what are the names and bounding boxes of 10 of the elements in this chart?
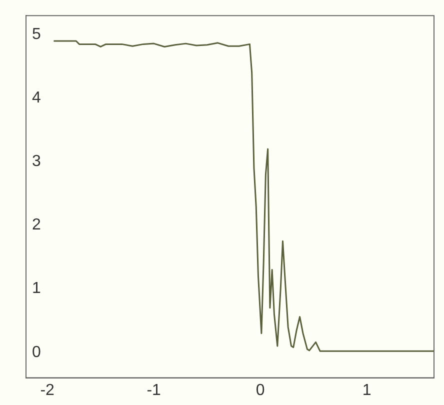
y-tick-label: 4 [32, 90, 41, 107]
y-tick-label: 3 [32, 153, 41, 170]
y-tick-label: 1 [32, 280, 41, 298]
x-tick-label: 1 [362, 382, 372, 399]
y-tick-label: 5 [32, 26, 41, 44]
x-tick-label: 0 [256, 382, 265, 399]
y-tick-label: 0 [32, 344, 41, 361]
y-tick-label: 2 [32, 216, 41, 234]
x-tick-label: -2 [40, 382, 55, 399]
x-tick-label: -1 [146, 382, 162, 399]
